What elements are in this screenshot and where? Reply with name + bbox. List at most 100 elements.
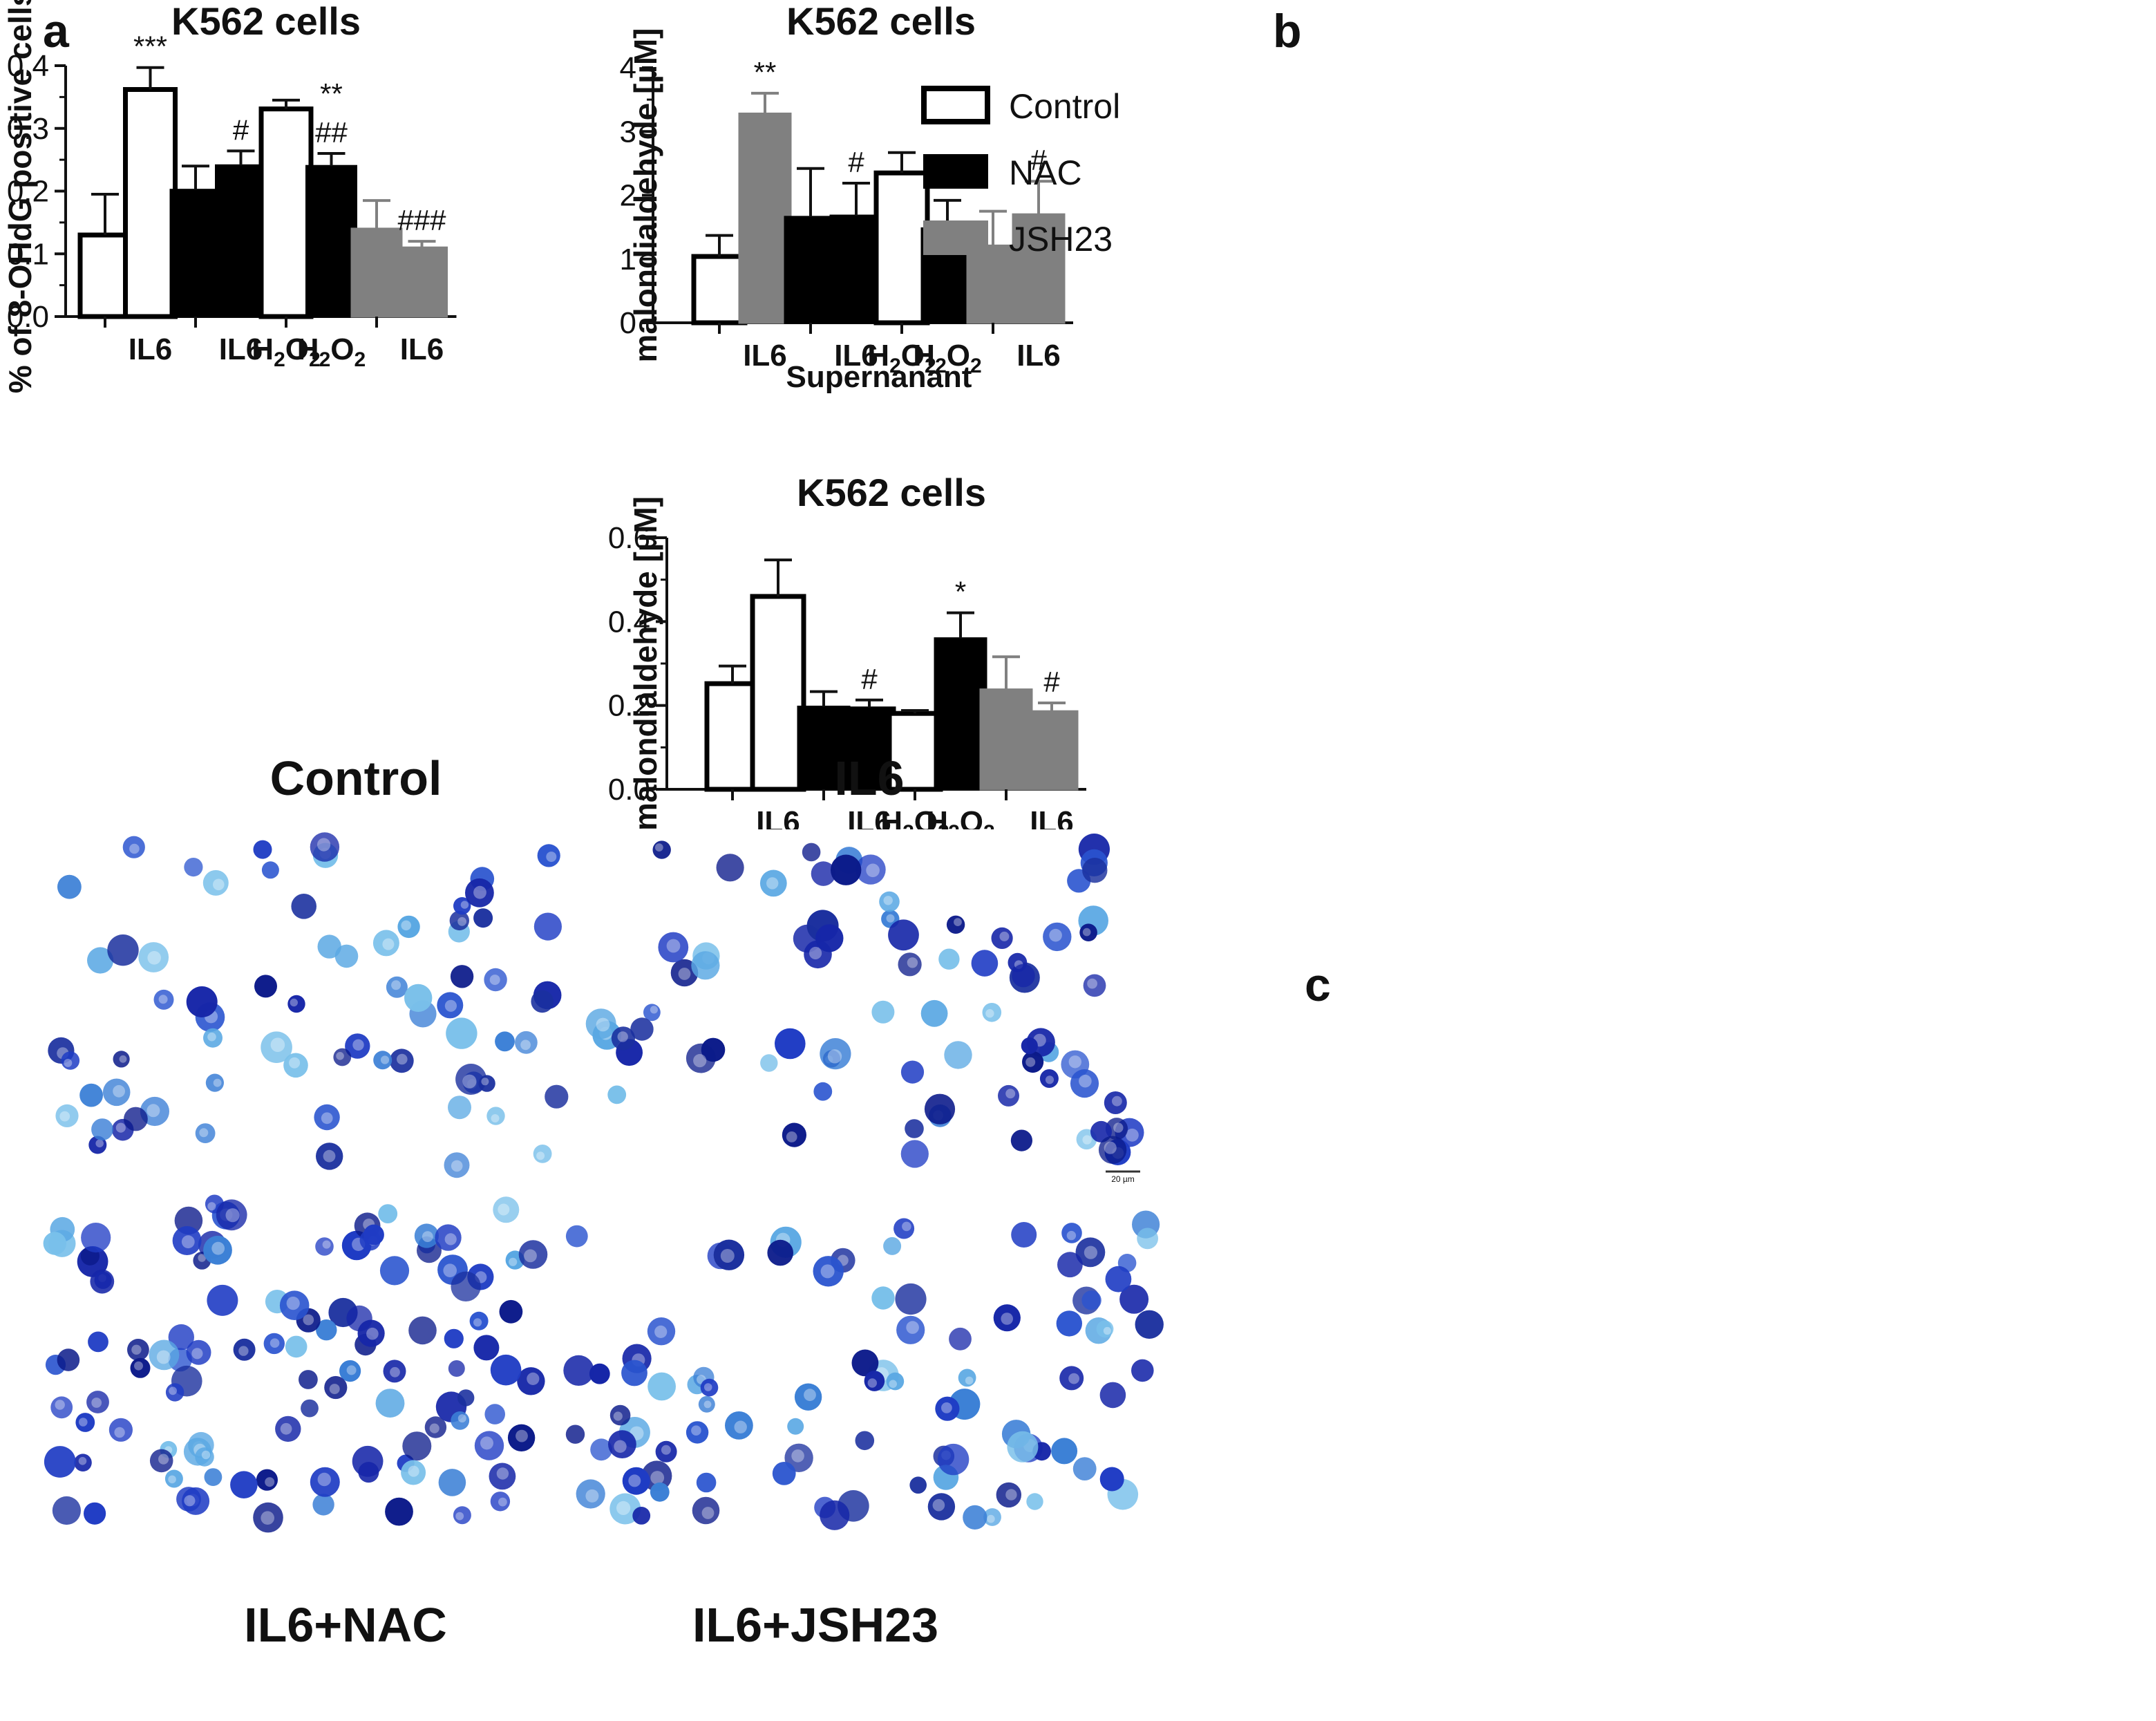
stained-cell	[473, 908, 493, 928]
stained-cell	[184, 858, 203, 877]
cell-highlight	[585, 1489, 599, 1503]
cell-highlight	[473, 1318, 482, 1327]
cell-highlight	[321, 1112, 333, 1125]
stained-cell	[490, 1492, 511, 1512]
stained-cell	[1098, 1136, 1127, 1164]
stained-cell	[401, 1460, 426, 1485]
cell-highlight	[527, 1372, 540, 1385]
stained-cell	[802, 843, 821, 862]
stained-cell	[949, 1327, 972, 1351]
stained-cell	[1099, 1467, 1124, 1492]
cell-highlight	[907, 957, 918, 968]
stained-cell	[647, 1372, 676, 1401]
stained-cell	[88, 1136, 107, 1154]
bar	[797, 705, 851, 791]
y-tick-label: 3	[620, 115, 636, 149]
cell-highlight	[481, 1078, 489, 1086]
y-tick-label: 0.6	[608, 521, 650, 555]
x-tick-label: IL6	[219, 332, 263, 366]
stained-cell	[310, 832, 340, 862]
stained-cell	[537, 844, 560, 867]
x-tick-label: IL6	[129, 332, 173, 366]
stained-cell	[489, 1463, 516, 1490]
y-tick-label: 0.0	[7, 300, 49, 334]
stained-cell	[895, 1283, 927, 1315]
cell-highlight	[238, 1346, 249, 1356]
stained-cell	[515, 1031, 538, 1054]
cell-highlight	[791, 1449, 804, 1463]
stained-cell	[408, 1316, 437, 1345]
stained-cell	[122, 836, 145, 858]
stained-cell	[50, 1396, 73, 1419]
cell-highlight	[158, 1454, 169, 1465]
stained-cell	[486, 1107, 505, 1125]
stained-cell	[138, 942, 169, 972]
stained-cell	[291, 894, 317, 919]
stained-cell	[811, 861, 836, 886]
stained-cells	[43, 832, 1164, 1533]
cell-highlight	[1001, 1313, 1013, 1325]
stained-cell	[176, 1487, 201, 1512]
cell-highlight	[168, 1475, 176, 1484]
stained-cell	[1061, 1223, 1082, 1243]
x-tick-label: H2O2	[867, 339, 936, 377]
y-tick-label: 0.3	[7, 112, 49, 146]
y-axis-label: % of 8-OHdG positive cells	[2, 0, 38, 393]
stained-cell	[725, 1411, 753, 1440]
stained-cell	[164, 1469, 183, 1488]
cell-highlight	[129, 843, 140, 854]
cell-highlight	[59, 1111, 70, 1122]
stained-cell	[261, 1031, 292, 1063]
bar	[829, 214, 883, 324]
cell-highlight	[906, 1321, 919, 1334]
bar	[738, 112, 792, 324]
cell-highlight	[191, 1348, 203, 1360]
cell-highlight	[455, 1512, 464, 1521]
cell-highlight	[95, 1139, 104, 1148]
stained-cell	[1026, 1493, 1043, 1510]
stained-cell	[301, 1399, 319, 1418]
stained-cell	[153, 989, 174, 1010]
cell-highlight	[1084, 1245, 1097, 1259]
stained-cell	[469, 1311, 489, 1330]
cell-highlight	[489, 975, 500, 986]
stained-cell	[621, 1360, 647, 1386]
stained-cell	[279, 1290, 310, 1320]
cell-highlight	[1045, 1075, 1055, 1084]
cell-highlight	[617, 1031, 628, 1042]
cell-highlight	[181, 1235, 195, 1249]
cell-highlight	[1112, 1095, 1122, 1107]
stained-cell	[1059, 1366, 1084, 1391]
stained-cell	[75, 1413, 95, 1432]
cell-highlight	[516, 1429, 528, 1442]
cell-highlight	[460, 901, 469, 909]
cell-highlight	[169, 1386, 177, 1395]
stained-cell	[883, 1236, 902, 1255]
x-tick-label: H2O2	[297, 332, 366, 371]
cell-highlight	[286, 1297, 300, 1310]
cell-highlight	[473, 885, 486, 899]
cell-highlight	[693, 1054, 707, 1068]
stained-cell	[909, 1476, 927, 1494]
stained-cell	[611, 1026, 636, 1051]
stained-cell	[531, 990, 554, 1013]
stained-cell	[168, 1324, 194, 1351]
stained-cell	[339, 1360, 361, 1382]
stained-cell	[1072, 1457, 1097, 1481]
significance-label: #	[861, 663, 878, 695]
stained-cell	[57, 1348, 80, 1371]
stained-cell	[759, 869, 787, 897]
cell-highlight	[156, 1350, 171, 1364]
stained-cell	[43, 1232, 66, 1255]
cell-highlight	[113, 1084, 126, 1098]
stained-cell	[1011, 1222, 1037, 1248]
stained-cell	[998, 1084, 1019, 1107]
stained-cell	[655, 1440, 677, 1463]
stained-cell	[888, 919, 919, 951]
bar	[169, 189, 222, 318]
cell-highlight	[536, 1151, 545, 1160]
cell-highlight	[198, 1254, 207, 1262]
stained-cell	[1090, 1120, 1112, 1142]
stained-cell	[1119, 1284, 1149, 1314]
